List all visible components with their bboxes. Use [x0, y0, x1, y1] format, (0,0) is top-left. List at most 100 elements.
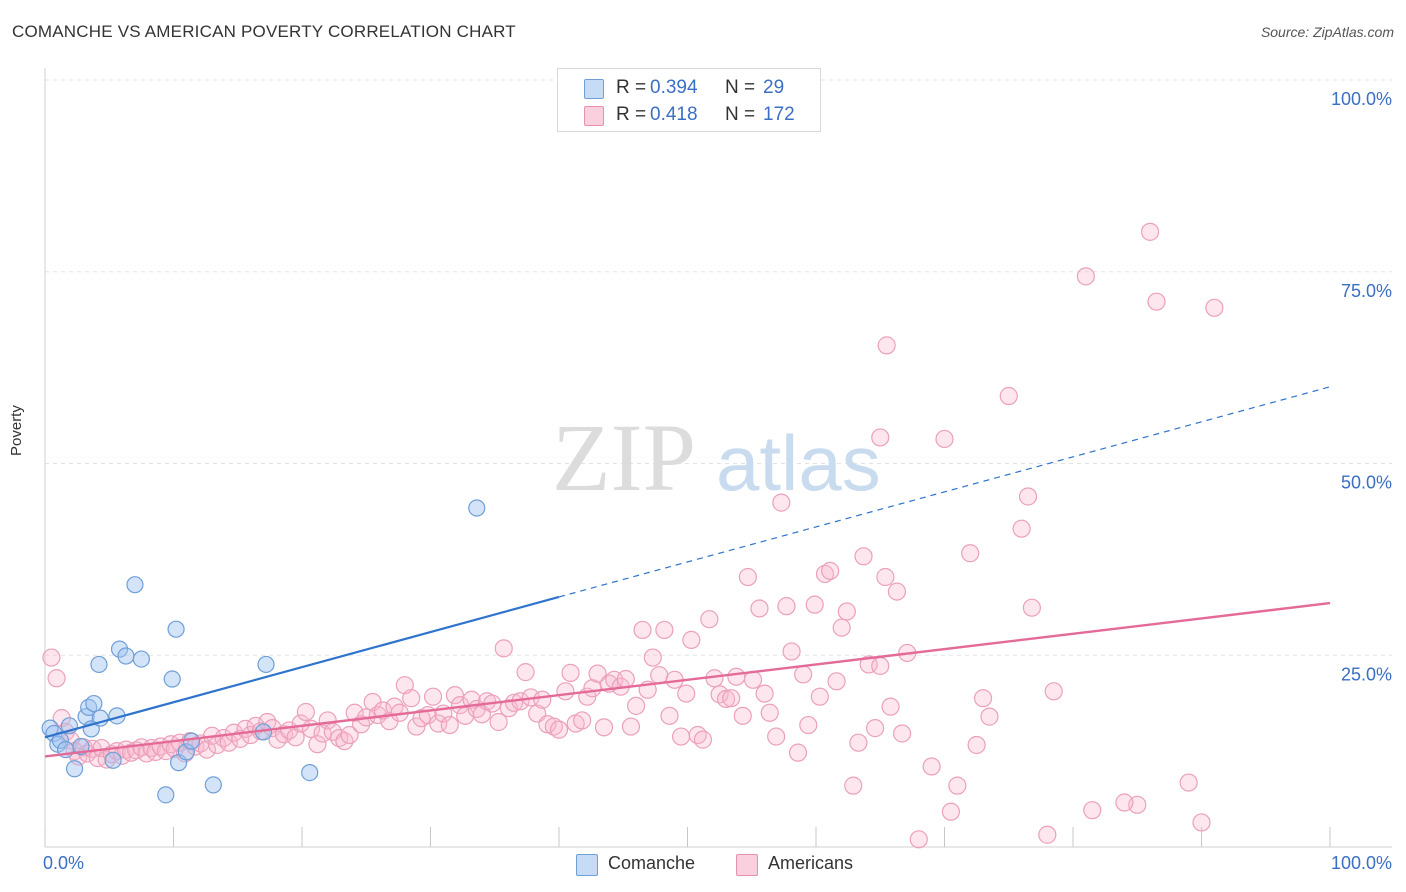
- americans-point: [837, 602, 856, 621]
- americans-point: [197, 740, 217, 759]
- comanche-trend-extension: [558, 386, 1331, 598]
- comanche-point: [163, 670, 181, 688]
- americans-point: [429, 714, 448, 733]
- americans-point: [671, 727, 691, 746]
- americans-point: [859, 655, 878, 674]
- americans-point: [626, 696, 646, 715]
- americans-point: [308, 735, 327, 754]
- americans-point: [573, 711, 592, 730]
- comanche-point: [167, 620, 185, 638]
- americans-point: [402, 689, 421, 708]
- americans-point: [445, 686, 465, 705]
- americans-point: [544, 717, 563, 736]
- americans-point: [767, 727, 786, 746]
- y-tick-label: 100.0%: [1331, 89, 1392, 109]
- legend-n-label: N =: [725, 77, 756, 98]
- americans-point: [973, 689, 993, 708]
- legend-n-value-americans: 172: [763, 104, 795, 125]
- x-tick-label: 100.0%: [1331, 853, 1392, 873]
- americans-point: [440, 715, 459, 735]
- americans-point: [1022, 598, 1041, 617]
- americans-point: [504, 693, 524, 712]
- americans-point: [777, 597, 796, 616]
- x-tick-label: 0.0%: [43, 853, 84, 873]
- americans-point: [489, 712, 508, 732]
- y-tick-label: 25.0%: [1341, 664, 1392, 684]
- americans-points: [42, 222, 1224, 849]
- comanche-point: [90, 655, 108, 674]
- americans-point: [892, 724, 912, 743]
- americans-point: [815, 564, 835, 584]
- legend-row-americans: R = 0.418 N = 172: [558, 102, 820, 128]
- source-label: Source: ZipAtlas.com: [1260, 24, 1394, 40]
- americans-point: [516, 663, 535, 682]
- americans-point: [1083, 801, 1102, 820]
- bottom-legend-label-americans: Americans: [768, 853, 854, 873]
- y-tick-label: 75.0%: [1341, 281, 1392, 301]
- americans-point: [710, 685, 729, 704]
- americans-point: [1044, 682, 1063, 701]
- y-tick-label: 50.0%: [1341, 473, 1392, 493]
- americans-point: [1179, 773, 1198, 792]
- americans-point: [47, 669, 66, 688]
- americans-point: [700, 610, 719, 629]
- americans-point: [980, 707, 999, 726]
- americans-point: [849, 733, 868, 752]
- americans-point: [621, 717, 641, 736]
- americans-point: [733, 706, 752, 725]
- americans-point: [1018, 487, 1038, 506]
- americans-point: [1147, 292, 1166, 311]
- americans-trend-line: [44, 601, 1331, 758]
- comanche-point: [65, 760, 84, 778]
- americans-point: [772, 493, 791, 512]
- americans-point: [1012, 519, 1031, 538]
- americans-point: [677, 684, 696, 703]
- americans-point: [909, 830, 928, 849]
- americans-point: [549, 720, 569, 739]
- americans-point: [844, 776, 863, 795]
- trend-lines: [44, 386, 1331, 758]
- americans-point: [1205, 298, 1224, 317]
- americans-point: [948, 776, 967, 795]
- americans-point: [682, 630, 701, 650]
- americans-point: [738, 567, 757, 587]
- americans-point: [722, 689, 741, 708]
- legend: R = 0.394 N = 29 R = 0.418 N = 172: [557, 68, 821, 132]
- comanche-point: [132, 650, 150, 668]
- americans-point: [345, 703, 364, 722]
- chart-title: COMANCHE VS AMERICAN POVERTY CORRELATION…: [12, 22, 516, 41]
- comanche-point: [177, 743, 195, 761]
- americans-point: [660, 706, 679, 725]
- americans-point: [296, 702, 315, 722]
- americans-point: [499, 699, 518, 718]
- americans-point: [556, 682, 575, 701]
- axes: [44, 68, 1392, 848]
- legend-r-label: R =: [616, 77, 647, 98]
- comanche-points: [41, 499, 486, 804]
- americans-point: [1140, 222, 1160, 241]
- americans-point: [941, 802, 961, 821]
- americans-point: [423, 687, 443, 706]
- americans-point: [788, 743, 808, 762]
- americans-point: [340, 725, 359, 745]
- americans-point: [594, 718, 614, 737]
- americans-point: [799, 715, 818, 735]
- comanche-trend-line: [44, 595, 560, 739]
- americans-point: [42, 648, 61, 667]
- americans-point: [782, 642, 801, 661]
- americans-point: [999, 386, 1018, 406]
- americans-point: [871, 428, 890, 447]
- bottom-legend-label-comanche: Comanche: [608, 853, 696, 873]
- watermark-zip: ZIP: [552, 404, 696, 511]
- legend-r-label: R =: [616, 104, 647, 125]
- y-axis-label: Poverty: [8, 405, 25, 456]
- americans-point: [827, 672, 846, 691]
- watermark: ZIP atlas: [552, 404, 881, 511]
- americans-point: [330, 728, 349, 748]
- americans-point: [832, 618, 851, 637]
- watermark-atlas: atlas: [716, 419, 881, 507]
- americans-point: [961, 544, 980, 563]
- comanche-point: [468, 499, 486, 517]
- americans-point: [494, 639, 513, 658]
